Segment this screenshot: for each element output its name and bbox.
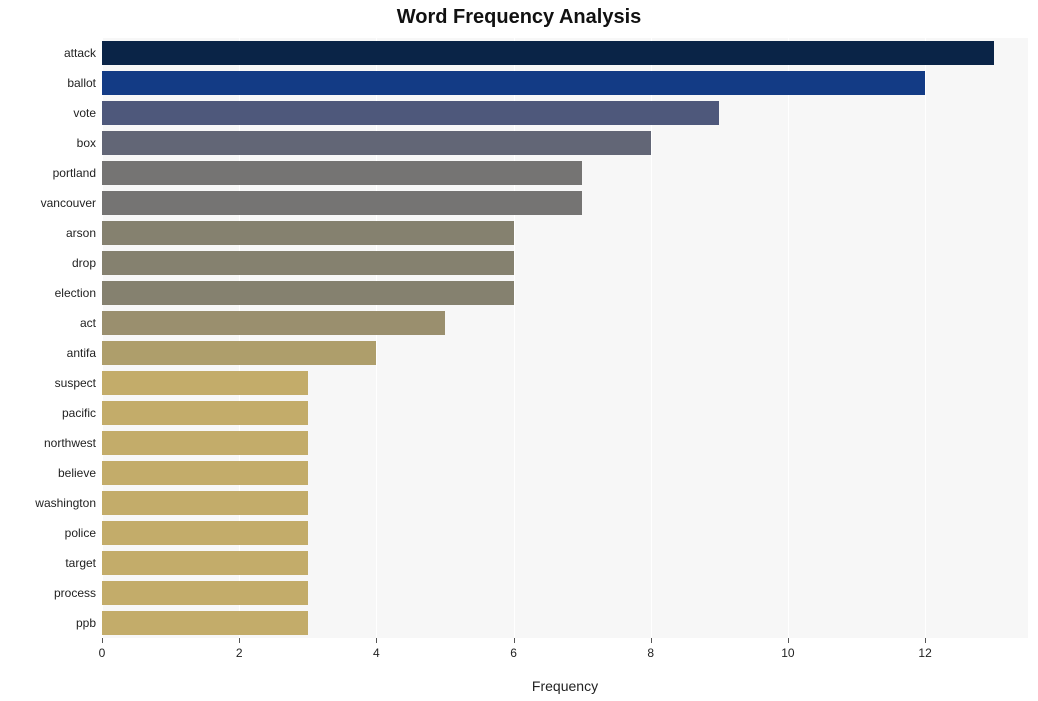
bar	[102, 251, 514, 274]
gridline	[925, 38, 926, 638]
bar	[102, 281, 514, 304]
x-tick-mark	[102, 638, 103, 643]
y-tick-label: process	[54, 586, 96, 600]
y-tick-label: northwest	[44, 436, 96, 450]
gridline	[239, 38, 240, 638]
x-tick-mark	[651, 638, 652, 643]
y-tick-label: target	[65, 556, 96, 570]
x-tick-mark	[925, 638, 926, 643]
y-tick-label: attack	[64, 46, 96, 60]
bar	[102, 131, 651, 154]
bar	[102, 341, 376, 364]
x-tick-mark	[239, 638, 240, 643]
y-tick-label: suspect	[55, 376, 96, 390]
gridline	[514, 38, 515, 638]
bar	[102, 551, 308, 574]
y-tick-label: portland	[53, 166, 96, 180]
y-tick-label: ballot	[67, 76, 96, 90]
y-tick-label: election	[55, 286, 96, 300]
bar	[102, 161, 582, 184]
bar	[102, 521, 308, 544]
gridline	[102, 38, 103, 638]
x-tick-label: 4	[356, 646, 396, 660]
gridline	[788, 38, 789, 638]
x-tick-mark	[788, 638, 789, 643]
bar	[102, 221, 514, 244]
bar	[102, 101, 719, 124]
x-axis-title: Frequency	[102, 678, 1028, 694]
x-tick-label: 0	[82, 646, 122, 660]
x-tick-mark	[514, 638, 515, 643]
y-tick-label: act	[80, 316, 96, 330]
bar	[102, 431, 308, 454]
y-tick-label: ppb	[76, 616, 96, 630]
y-tick-label: vote	[73, 106, 96, 120]
chart-container: Word Frequency Analysis Frequency 0 2 4 6 8 1…	[0, 0, 1038, 701]
y-tick-label: pacific	[62, 406, 96, 420]
bar	[102, 371, 308, 394]
gridline	[651, 38, 652, 638]
chart-title: Word Frequency Analysis	[0, 6, 1038, 29]
bar	[102, 71, 925, 94]
x-tick-label: 2	[219, 646, 259, 660]
bar	[102, 581, 308, 604]
bar	[102, 491, 308, 514]
bar	[102, 191, 582, 214]
y-tick-label: box	[77, 136, 96, 150]
y-tick-label: washington	[35, 496, 96, 510]
bar	[102, 311, 445, 334]
bar	[102, 41, 994, 64]
y-tick-label: police	[65, 526, 96, 540]
y-tick-label: arson	[66, 226, 96, 240]
x-tick-label: 12	[905, 646, 945, 660]
x-tick-label: 6	[494, 646, 534, 660]
x-tick-mark	[376, 638, 377, 643]
gridline	[376, 38, 377, 638]
bar	[102, 611, 308, 634]
y-tick-label: vancouver	[41, 196, 96, 210]
bar	[102, 401, 308, 424]
y-tick-label: believe	[58, 466, 96, 480]
plot-area	[102, 38, 1028, 638]
x-tick-label: 8	[631, 646, 671, 660]
y-tick-label: antifa	[67, 346, 96, 360]
x-tick-label: 10	[768, 646, 808, 660]
y-tick-label: drop	[72, 256, 96, 270]
bar	[102, 461, 308, 484]
